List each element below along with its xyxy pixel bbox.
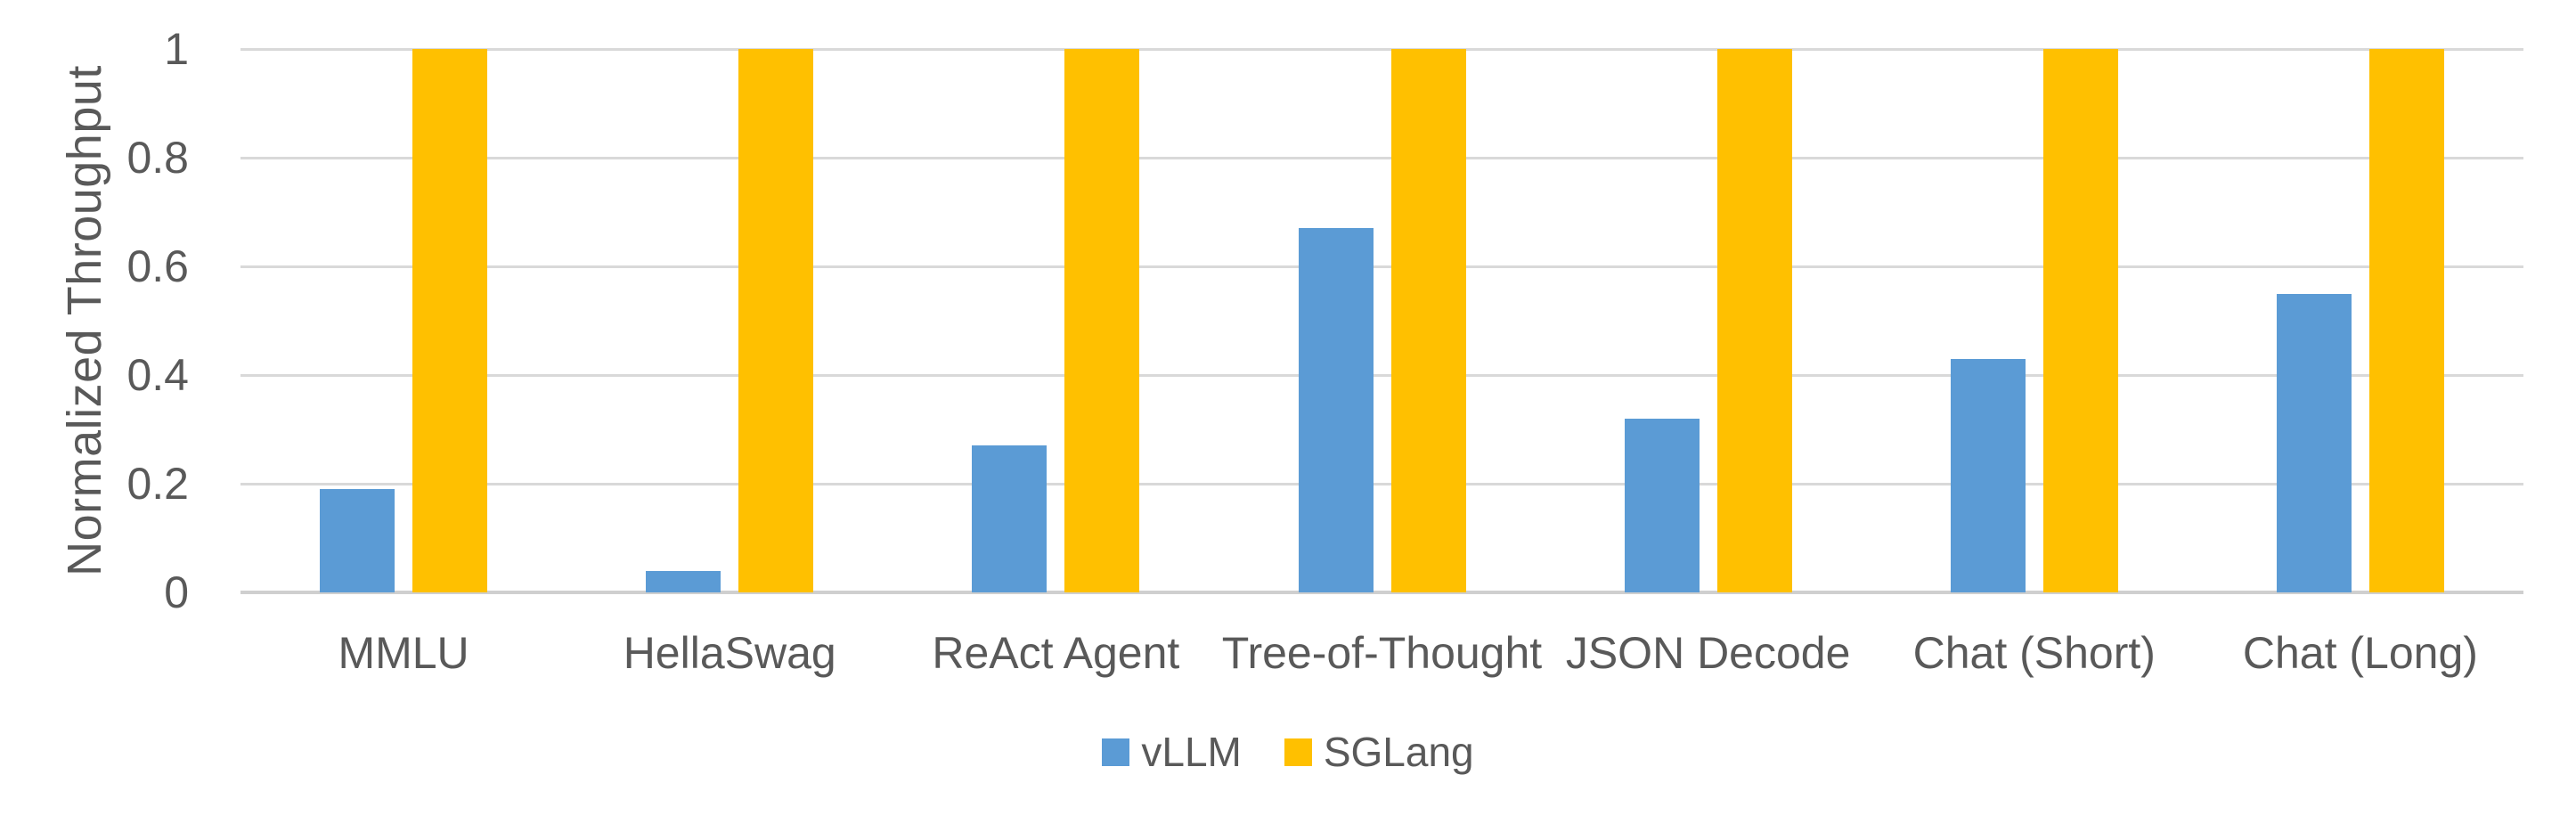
legend: vLLM SGLang <box>0 723 2576 780</box>
gridline <box>240 48 2523 51</box>
y-tick-label: 0.6 <box>126 241 189 291</box>
bar-vllm-chat-short <box>1950 358 2026 592</box>
bar-vllm-tree-of-thought <box>1298 228 1374 592</box>
x-axis-label-chat-long: Chat (Long) <box>2242 628 2478 678</box>
bar-sglang-hellaswag <box>738 49 814 592</box>
bar-sglang-tree-of-thought <box>1390 49 1466 592</box>
gridline <box>240 265 2523 268</box>
x-axis-label-tree-of-thought: Tree-of-Thought <box>1221 628 1543 678</box>
legend-item-vllm: vLLM <box>1102 729 1242 775</box>
y-tick-label: 0 <box>164 567 189 617</box>
y-tick-label: 0.8 <box>126 133 189 183</box>
x-axis-label-json-decode: JSON Decode <box>1565 628 1851 678</box>
bar-vllm-chat-long <box>2276 293 2352 592</box>
plot-area <box>240 48 2523 594</box>
y-tick-label: 0.2 <box>126 459 189 509</box>
y-tick-label: 0.4 <box>126 350 189 400</box>
x-axis-label-chat-short: Chat (Short) <box>1912 628 2156 678</box>
x-axis-label-react-agent: ReAct Agent <box>932 628 1180 678</box>
legend-label: vLLM <box>1141 729 1242 775</box>
y-tick-label: 1 <box>164 24 189 74</box>
legend-item-sglang: SGLang <box>1284 731 1474 772</box>
bar-sglang-react-agent <box>1064 49 1140 592</box>
bar-sglang-chat-long <box>2368 49 2444 592</box>
gridline <box>240 157 2523 159</box>
bar-sglang-chat-short <box>2042 49 2118 592</box>
legend-swatch-icon <box>1284 738 1312 766</box>
gridline <box>240 374 2523 377</box>
bar-sglang-json-decode <box>1716 49 1792 592</box>
bar-vllm-react-agent <box>972 445 1048 592</box>
x-axis-label-hellaswag: HellaSwag <box>623 628 836 678</box>
bar-sglang-mmlu <box>412 49 488 592</box>
x-axis-label-mmlu: MMLU <box>338 628 469 678</box>
legend-label: SGLang <box>1323 729 1474 775</box>
bar-vllm-hellaswag <box>646 570 721 592</box>
bar-vllm-mmlu <box>320 489 395 592</box>
bar-vllm-json-decode <box>1624 418 1700 592</box>
y-axis-title: Normalized Throughput <box>36 49 134 592</box>
legend-swatch-icon <box>1102 738 1130 766</box>
x-axis-baseline <box>240 591 2523 594</box>
gridline <box>240 483 2523 485</box>
